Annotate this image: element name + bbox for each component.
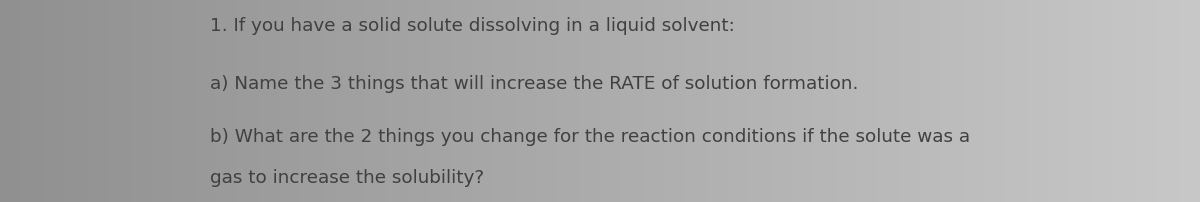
Text: gas to increase the solubility?: gas to increase the solubility? — [210, 168, 484, 186]
Text: 1. If you have a solid solute dissolving in a liquid solvent:: 1. If you have a solid solute dissolving… — [210, 16, 734, 34]
Text: b) What are the 2 things you change for the reaction conditions if the solute wa: b) What are the 2 things you change for … — [210, 127, 970, 145]
Text: a) Name the 3 things that will increase the RATE of solution formation.: a) Name the 3 things that will increase … — [210, 75, 858, 93]
